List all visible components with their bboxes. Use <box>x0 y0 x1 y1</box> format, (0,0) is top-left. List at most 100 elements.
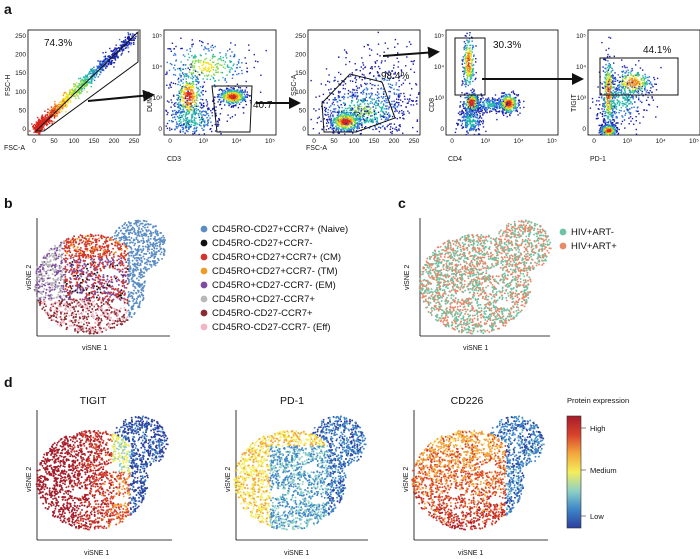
event-dot <box>53 121 55 123</box>
event-dot <box>42 126 44 129</box>
event-dot <box>469 122 471 125</box>
event-dot <box>202 78 204 80</box>
event-dot <box>171 42 174 44</box>
event-dot <box>182 111 184 113</box>
event-dot <box>397 61 400 63</box>
event-dot <box>340 104 342 106</box>
event-dot <box>394 110 396 113</box>
event-dot <box>467 75 469 77</box>
event-dot <box>344 83 347 85</box>
event-dot <box>363 91 365 94</box>
event-dot <box>204 47 207 49</box>
gating-plot-1: 74.3% FSC-A FSC-H 0 50 100 150 200 2500501001… <box>4 29 141 152</box>
event-dot <box>377 103 380 105</box>
event-dot <box>204 120 206 122</box>
event-dot <box>387 83 390 85</box>
x-axis-label: FSC-A <box>4 145 25 152</box>
event-dot <box>384 127 386 129</box>
event-dot <box>134 37 136 40</box>
event-dot <box>363 109 365 111</box>
event-dot <box>515 109 518 112</box>
event-dot <box>507 104 509 106</box>
event-dot <box>480 98 482 101</box>
event-dot <box>245 104 247 106</box>
event-dot <box>240 91 242 93</box>
event-dot <box>349 91 351 93</box>
event-dot <box>338 106 340 108</box>
event-dot <box>64 91 66 94</box>
event-dot <box>190 107 193 109</box>
event-dot <box>195 123 197 125</box>
event-dot <box>380 62 383 64</box>
event-dot <box>93 75 95 78</box>
event-dot <box>454 131 457 134</box>
event-dot <box>464 108 466 110</box>
event-dot <box>350 112 352 114</box>
event-dot <box>229 97 231 100</box>
event-dot <box>185 101 188 103</box>
event-dot <box>382 111 385 113</box>
event-dot <box>515 94 518 96</box>
event-dot <box>194 120 196 122</box>
event-dot <box>389 131 392 134</box>
event-dot <box>378 97 380 99</box>
event-dot <box>351 72 353 74</box>
event-dot <box>381 106 384 108</box>
event-dot <box>466 56 469 59</box>
event-dot <box>366 112 368 114</box>
y-tick-label: 50 <box>19 107 27 114</box>
event-dot <box>183 102 185 105</box>
event-dot <box>165 109 167 112</box>
event-dot <box>482 114 484 116</box>
event-dot <box>205 57 207 60</box>
event-dot <box>191 120 194 122</box>
event-dot <box>359 118 362 121</box>
event-dot <box>391 130 393 133</box>
event-dot <box>193 104 196 106</box>
event-dot <box>81 90 83 92</box>
event-dot <box>194 132 196 134</box>
event-dot <box>195 129 198 132</box>
event-dot <box>369 118 371 120</box>
event-dot <box>68 89 71 91</box>
event-dot <box>186 102 189 104</box>
event-dot <box>197 87 199 89</box>
event-dot <box>376 60 378 62</box>
event-dot <box>367 121 370 123</box>
event-dot <box>45 116 47 118</box>
event-dot <box>327 118 329 121</box>
event-dot <box>465 97 467 99</box>
event-dot <box>199 61 202 64</box>
event-dot <box>225 53 227 55</box>
event-dot <box>191 121 194 124</box>
event-dot <box>212 61 214 63</box>
event-dot <box>387 101 389 104</box>
event-dot <box>185 89 187 91</box>
event-dot <box>52 111 55 113</box>
event-dot <box>407 110 409 112</box>
event-dot <box>229 69 231 71</box>
event-dot <box>393 92 395 94</box>
event-dot <box>78 85 80 87</box>
event-dot <box>176 98 178 101</box>
event-dot <box>353 129 355 132</box>
event-dot <box>500 106 502 108</box>
event-dot <box>204 75 206 77</box>
event-dot <box>238 86 240 89</box>
event-dot <box>365 96 367 98</box>
event-dot <box>396 89 398 91</box>
event-dot <box>470 74 472 77</box>
event-dot <box>195 83 198 86</box>
event-dot <box>406 98 409 100</box>
event-dot <box>465 71 467 74</box>
event-dot <box>476 106 478 108</box>
event-dot <box>186 117 189 119</box>
event-dot <box>195 105 198 107</box>
event-dot <box>466 109 468 111</box>
event-dot <box>369 119 371 122</box>
event-dot <box>365 94 368 96</box>
event-dot <box>46 123 48 125</box>
event-dot <box>315 96 317 98</box>
event-dot <box>230 67 232 69</box>
event-dot <box>83 76 86 79</box>
